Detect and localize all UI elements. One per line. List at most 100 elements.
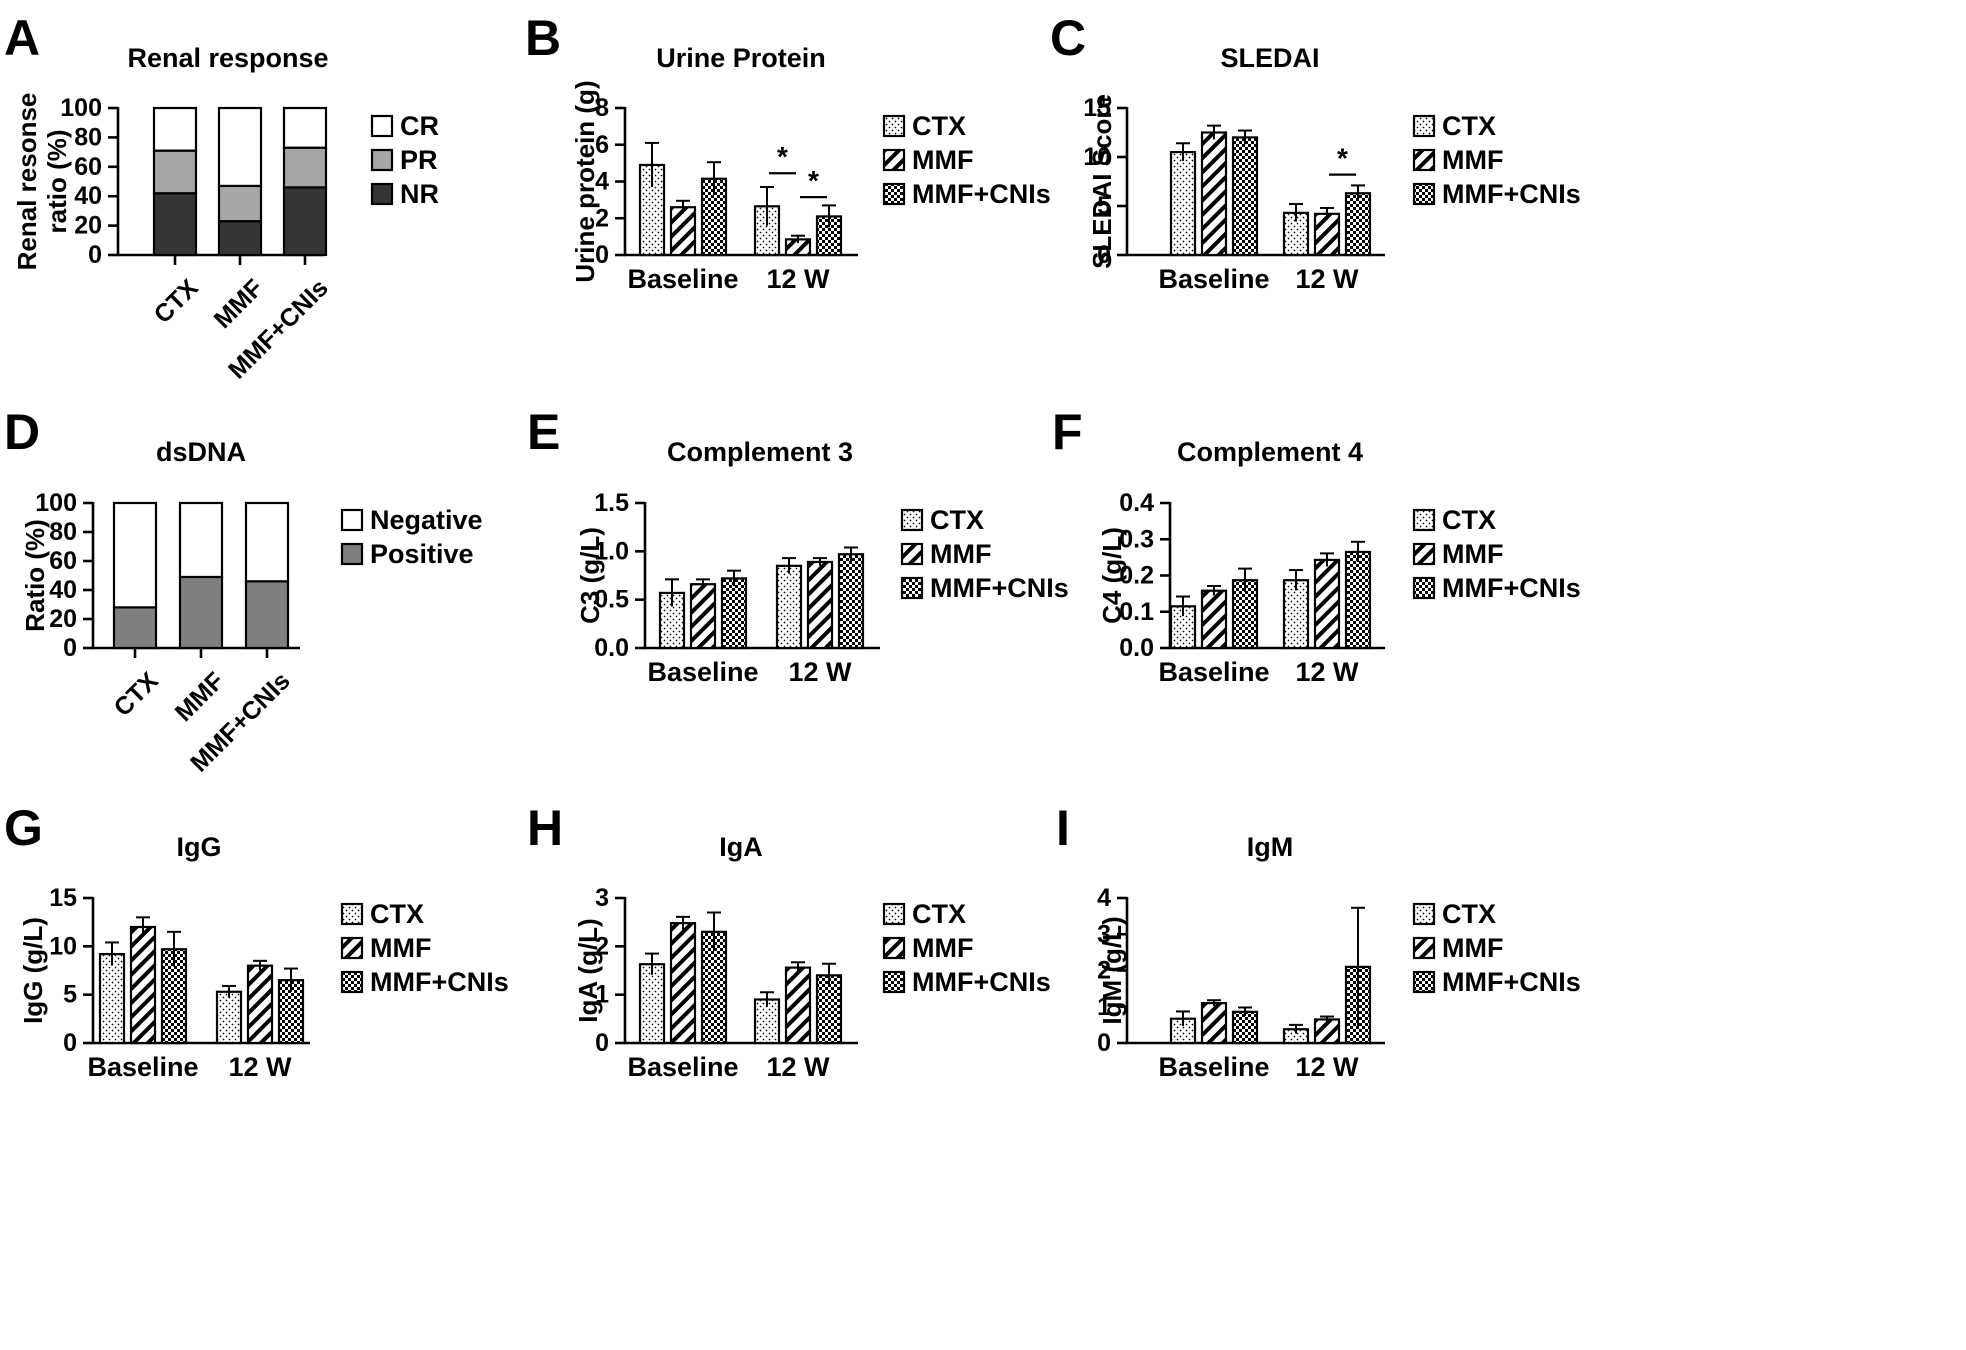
bar-ctx-12-w bbox=[215, 990, 243, 1045]
legend-swatch-mmf-plus-cnis bbox=[1412, 970, 1436, 994]
significance-star-b: * bbox=[808, 165, 819, 196]
y-tick-label-g: 10 bbox=[49, 932, 77, 960]
bar-mmf-plus-cnis-12-w bbox=[837, 553, 865, 650]
bar-ctx-baseline bbox=[98, 952, 126, 1045]
bar-segment-positive-mmf bbox=[178, 575, 224, 650]
x-tick-label-ctx: CTX bbox=[109, 667, 164, 722]
y-tick-label-c: 0 bbox=[1097, 241, 1111, 269]
legend-h: CTX MMF MMF+CNIs bbox=[882, 899, 1051, 997]
y-tick-label-h: 0 bbox=[595, 1029, 609, 1057]
legend-label-ctx: CTX bbox=[370, 899, 424, 929]
bar-ctx-baseline bbox=[638, 963, 666, 1045]
legend-swatch-ctx bbox=[1412, 114, 1436, 138]
bar-mmf-plus-cnis-baseline bbox=[1231, 1010, 1259, 1045]
legend-label-ctx: CTX bbox=[930, 505, 984, 535]
y-axis-label-a-line-1: Renal resonse bbox=[12, 93, 42, 271]
legend-e: CTX MMF MMF+CNIs bbox=[900, 505, 1069, 603]
legend-label-mmf-plus-cnis: MMF+CNIs bbox=[1442, 967, 1581, 997]
panel-letter-f: F bbox=[1052, 404, 1083, 460]
legend-swatch-cr bbox=[370, 114, 394, 138]
legend-swatch-mmf bbox=[1412, 542, 1436, 566]
x-group-label-baseline: Baseline bbox=[627, 264, 738, 294]
y-tick-label-d: 60 bbox=[49, 547, 77, 575]
legend-label-mmf-plus-cnis: MMF+CNIs bbox=[930, 573, 1069, 603]
y-tick-label-d: 20 bbox=[49, 605, 77, 633]
y-tick-label-c: 5 bbox=[1097, 192, 1111, 220]
legend-label-negative: Negative bbox=[370, 505, 483, 535]
y-tick-label-a: 0 bbox=[88, 241, 102, 269]
legend-label-mmf: MMF bbox=[930, 539, 991, 569]
bar-mmf-12-w bbox=[1313, 212, 1341, 257]
legend-label-ctx: CTX bbox=[1442, 505, 1496, 535]
legend-label-mmf-plus-cnis: MMF+CNIs bbox=[370, 967, 509, 997]
y-tick-label-e: 1.5 bbox=[594, 489, 629, 517]
y-tick-label-b: 2 bbox=[595, 204, 609, 232]
y-axis-label-h: IgA (g/L) bbox=[573, 918, 603, 1022]
y-tick-label-i: 3 bbox=[1097, 920, 1111, 948]
y-tick-label-b: 6 bbox=[595, 131, 609, 159]
legend-swatch-mmf bbox=[340, 936, 364, 960]
bar-mmf-baseline bbox=[689, 583, 717, 650]
panel-letter-c: C bbox=[1050, 10, 1086, 66]
y-tick-label-b: 4 bbox=[595, 168, 609, 196]
bars-g bbox=[98, 916, 305, 1045]
y-tick-label-f: 0.3 bbox=[1119, 525, 1154, 553]
bars-b bbox=[638, 141, 843, 257]
y-tick-label-b: 8 bbox=[595, 94, 609, 122]
y-tick-label-i: 4 bbox=[1097, 884, 1111, 912]
legend-label-mmf-plus-cnis: MMF+CNIs bbox=[1442, 179, 1581, 209]
x-group-label-baseline: Baseline bbox=[87, 1052, 198, 1082]
y-tick-label-e: 1.0 bbox=[594, 537, 629, 565]
y-tick-label-g: 5 bbox=[63, 981, 77, 1009]
legend-swatch-mmf bbox=[882, 936, 906, 960]
x-group-label-12-w: 12 W bbox=[788, 657, 852, 687]
y-tick-label-a: 100 bbox=[60, 94, 102, 122]
x-group-label-12-w: 12 W bbox=[766, 1052, 830, 1082]
legend-label-ctx: CTX bbox=[1442, 111, 1496, 141]
legend-label-mmf-plus-cnis: MMF+CNIs bbox=[912, 179, 1051, 209]
legend-swatch-mmf-plus-cnis bbox=[882, 182, 906, 206]
legend-swatch-negative bbox=[340, 508, 364, 532]
y-tick-label-b: 0 bbox=[595, 241, 609, 269]
legend-swatch-ctx bbox=[340, 902, 364, 926]
y-tick-label-f: 0.4 bbox=[1119, 489, 1154, 517]
panel-letter-a: A bbox=[4, 10, 40, 66]
panel-h: H IgA IgA (g/L) 0 1 2 3 Baseline 12 W CTX MMF MMF+C… bbox=[527, 800, 1051, 1082]
bar-mmf-baseline bbox=[129, 925, 157, 1045]
y-tick-label-f: 0.0 bbox=[1119, 634, 1154, 662]
chart-title-a: Renal response bbox=[127, 43, 328, 73]
bar-segment-nr-mmf-plus-cnis bbox=[282, 186, 328, 257]
y-tick-label-h: 2 bbox=[595, 932, 609, 960]
bar-mmf-12-w bbox=[1313, 558, 1341, 650]
bar-mmf-12-w bbox=[784, 966, 812, 1045]
legend-label-mmf: MMF bbox=[1442, 539, 1503, 569]
legend-label-ctx: CTX bbox=[1442, 899, 1496, 929]
x-group-label-baseline: Baseline bbox=[627, 1052, 738, 1082]
bar-segment-pr-ctx bbox=[152, 149, 198, 195]
y-tick-label-g: 15 bbox=[49, 884, 77, 912]
legend-label-ctx: CTX bbox=[912, 899, 966, 929]
bar-mmf-baseline bbox=[1200, 589, 1228, 650]
x-group-label-baseline: Baseline bbox=[1158, 264, 1269, 294]
legend-label-mmf: MMF bbox=[912, 145, 973, 175]
bar-mmf-12-w bbox=[1313, 1018, 1341, 1045]
bar-segment-cr-mmf bbox=[217, 106, 263, 188]
legend-g: CTX MMF MMF+CNIs bbox=[340, 899, 509, 997]
legend-swatch-mmf bbox=[1412, 936, 1436, 960]
panel-letter-g: G bbox=[4, 800, 43, 856]
bar-segment-pr-mmf-plus-cnis bbox=[282, 146, 328, 189]
chart-title-g: IgG bbox=[177, 832, 222, 862]
y-tick-label-i: 2 bbox=[1097, 957, 1111, 985]
chart-title-f: Complement 4 bbox=[1177, 437, 1363, 467]
y-axis-label-e: C3 (g/L) bbox=[575, 527, 605, 624]
y-axis-label-d: Ratio (%) bbox=[20, 519, 50, 632]
y-axis-label-f: C4 (g/L) bbox=[1097, 527, 1127, 624]
legend-swatch-mmf-plus-cnis bbox=[1412, 576, 1436, 600]
y-tick-label-e: 0.5 bbox=[594, 586, 629, 614]
panel-f: F Complement 4 C4 (g/L) 0.0 0.1 0.2 0.3 0.4 Base… bbox=[1052, 404, 1581, 687]
bars-i bbox=[1169, 906, 1372, 1045]
bars-c bbox=[1169, 124, 1372, 257]
legend-b: CTX MMF MMF+CNIs bbox=[882, 111, 1051, 209]
